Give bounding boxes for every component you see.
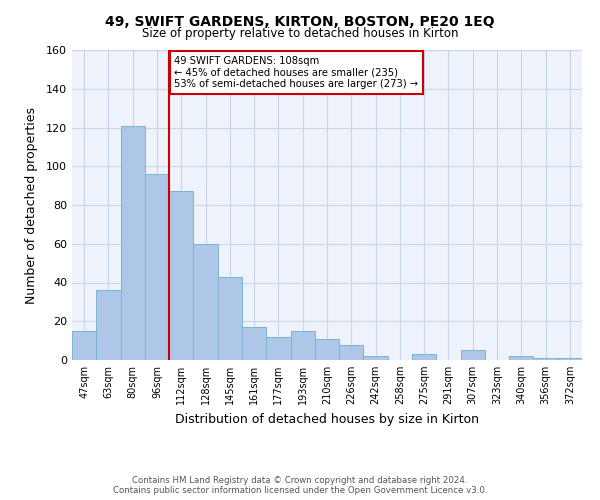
Bar xyxy=(218,276,242,360)
Bar xyxy=(364,356,388,360)
Bar xyxy=(266,337,290,360)
Bar xyxy=(121,126,145,360)
Text: Size of property relative to detached houses in Kirton: Size of property relative to detached ho… xyxy=(142,28,458,40)
Bar xyxy=(461,350,485,360)
Bar xyxy=(72,331,96,360)
Bar xyxy=(96,290,121,360)
Bar xyxy=(145,174,169,360)
Text: 49, SWIFT GARDENS, KIRTON, BOSTON, PE20 1EQ: 49, SWIFT GARDENS, KIRTON, BOSTON, PE20 … xyxy=(105,15,495,29)
Bar xyxy=(509,356,533,360)
Bar xyxy=(558,358,582,360)
X-axis label: Distribution of detached houses by size in Kirton: Distribution of detached houses by size … xyxy=(175,412,479,426)
Bar xyxy=(315,338,339,360)
Bar xyxy=(412,354,436,360)
Y-axis label: Number of detached properties: Number of detached properties xyxy=(25,106,38,304)
Bar xyxy=(169,192,193,360)
Bar xyxy=(242,327,266,360)
Bar xyxy=(193,244,218,360)
Text: 49 SWIFT GARDENS: 108sqm
← 45% of detached houses are smaller (235)
53% of semi-: 49 SWIFT GARDENS: 108sqm ← 45% of detach… xyxy=(174,56,418,89)
Bar xyxy=(533,358,558,360)
Text: Contains HM Land Registry data © Crown copyright and database right 2024.
Contai: Contains HM Land Registry data © Crown c… xyxy=(113,476,487,495)
Bar xyxy=(290,331,315,360)
Bar xyxy=(339,344,364,360)
